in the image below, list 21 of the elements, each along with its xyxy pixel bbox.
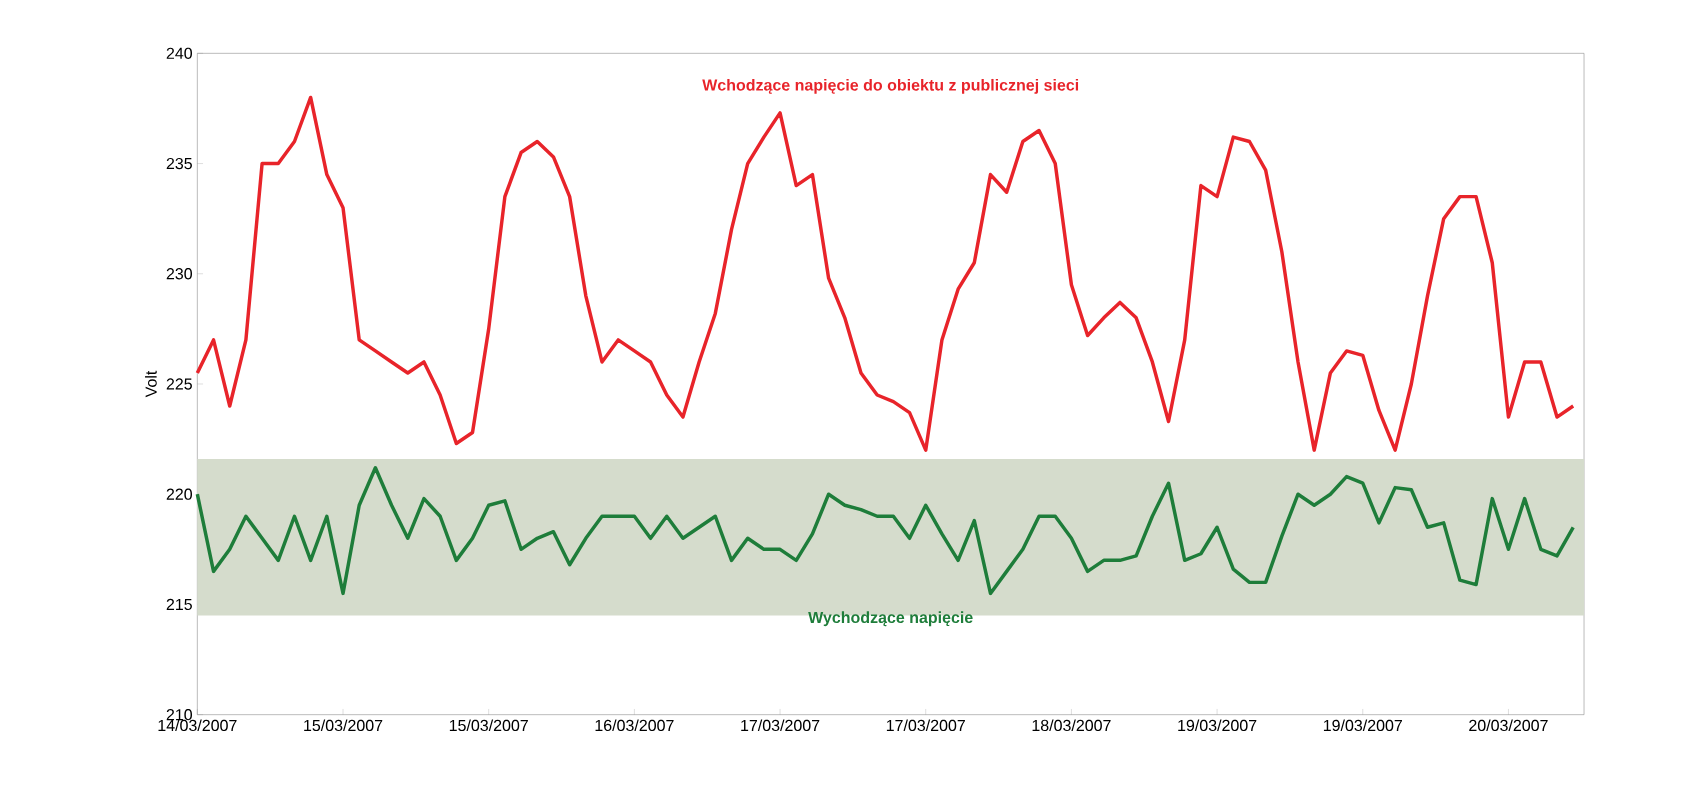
y-tick-label: 230 — [166, 268, 193, 280]
series-label: Wychodzące napięcie — [808, 611, 973, 627]
x-tick-label: 20/03/2007 — [1469, 719, 1548, 732]
x-tick-label: 18/03/2007 — [1032, 719, 1111, 732]
text: Wchodzące napięcie do obiektu z publicznej sieci — [702, 79, 1079, 95]
x-tick-label: 17/03/2007 — [741, 719, 820, 732]
y-tick-label: 215 — [166, 598, 192, 611]
y-tick-label: 225 — [166, 378, 192, 390]
y-tick-label: 235 — [166, 158, 192, 170]
y-axis-title: Volt — [145, 370, 157, 398]
x-tick-label: 15/03/2007 — [304, 719, 383, 732]
x-tick-label: 19/03/2007 — [1323, 719, 1402, 732]
x-tick-label: 17/03/2007 — [886, 719, 965, 732]
x-tick-label: 16/03/2007 — [595, 719, 674, 732]
y-tick-label: 240 — [166, 47, 193, 60]
x-tick-label: 15/03/2007 — [449, 719, 528, 732]
x-tick-label: 19/03/2007 — [1178, 719, 1257, 732]
y-tick-label: 220 — [166, 488, 193, 501]
x-tick-label: 14/03/2007 — [158, 719, 237, 732]
line-series — [195, 95, 1575, 453]
y-tick-label: 210 — [166, 709, 193, 721]
